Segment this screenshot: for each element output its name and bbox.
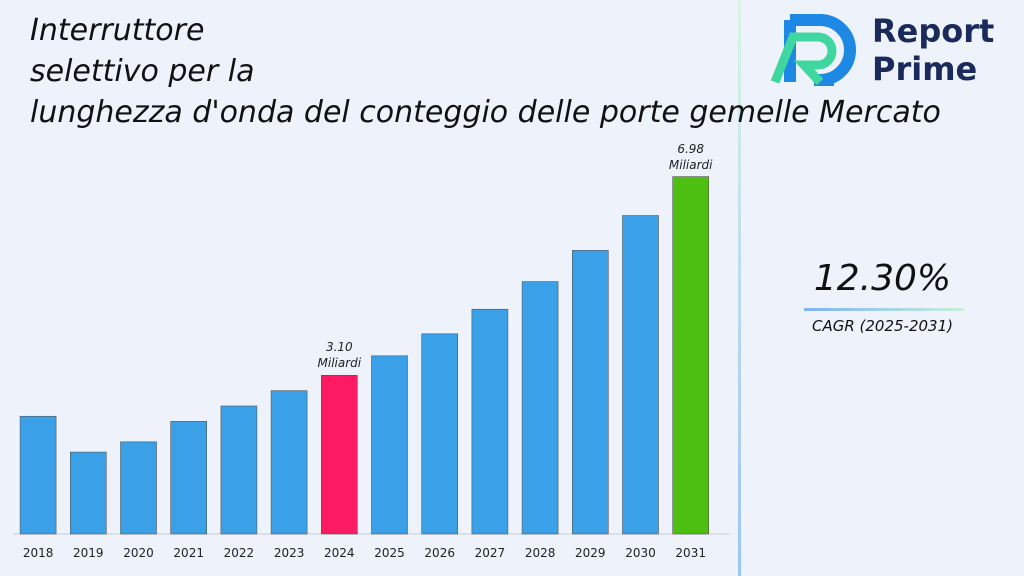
- bar: [672, 176, 710, 535]
- x-tick-label: 2022: [224, 546, 255, 560]
- bar: [120, 441, 157, 535]
- bar: [170, 421, 207, 535]
- x-tick-label: 2025: [374, 546, 405, 560]
- bar: [320, 374, 358, 535]
- x-tick-label: 2020: [123, 546, 154, 560]
- chart-title: Interruttore selettivo per la lunghezza …: [30, 13, 941, 130]
- bar: [471, 308, 509, 535]
- bar: [220, 405, 258, 535]
- x-tick-label: 2024: [324, 546, 355, 560]
- x-tick-label: 2026: [424, 546, 455, 560]
- x-tick-label: 2028: [525, 546, 556, 560]
- bar: [421, 333, 459, 535]
- x-tick-label: 2027: [475, 546, 506, 560]
- bar: [371, 355, 408, 535]
- rule: [804, 308, 964, 311]
- bar: [622, 215, 659, 535]
- x-tick-label: 2018: [23, 546, 54, 560]
- x-tick-label: 2023: [274, 546, 305, 560]
- bar: [70, 451, 107, 535]
- value-label: 6.98 Miliardi: [668, 141, 713, 172]
- x-tick-label: 2030: [625, 546, 656, 560]
- brand: Report: [872, 12, 995, 50]
- brand: Prime: [872, 50, 978, 88]
- x-tick-label: 2021: [173, 546, 204, 560]
- x-tick-label: 2019: [73, 546, 104, 560]
- bar: [270, 390, 308, 535]
- value-label: 3.10 Miliardi: [317, 340, 362, 371]
- x-tick-label: 2029: [575, 546, 606, 560]
- logo-icon: [770, 14, 856, 86]
- cagr-value: 12.30%: [813, 258, 952, 299]
- divider: [738, 0, 741, 576]
- bar: [19, 415, 57, 535]
- bar: [571, 250, 609, 535]
- bar: [521, 281, 559, 535]
- cagr-label: CAGR (2025-2031): [811, 317, 953, 335]
- x-tick-label: 2031: [675, 546, 706, 560]
